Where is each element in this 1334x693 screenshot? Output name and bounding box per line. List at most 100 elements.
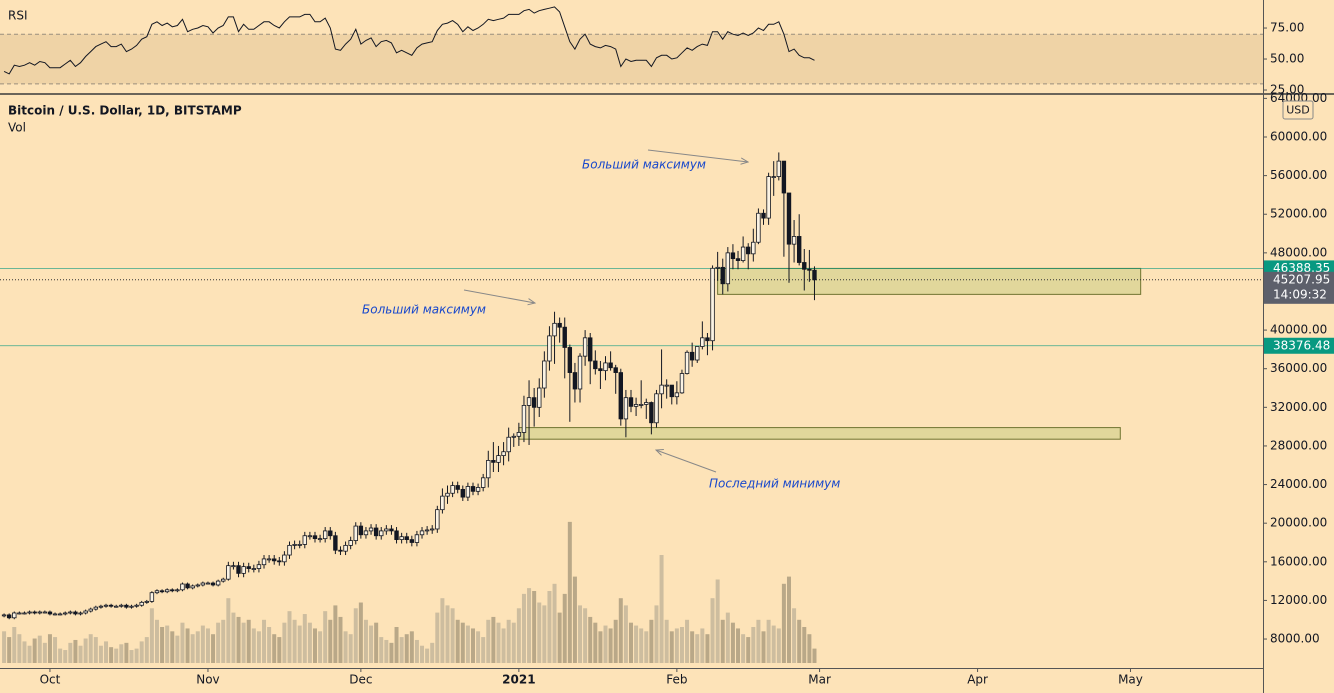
candle-body [730, 252, 736, 260]
volume-bar [644, 631, 649, 663]
candle-body [582, 337, 588, 357]
volume-bar [562, 593, 567, 663]
volume-bar [394, 627, 399, 663]
volume-bar [521, 593, 526, 663]
volume-bar [730, 622, 735, 663]
volume-bar [216, 622, 221, 663]
candle-body [185, 583, 190, 589]
candle-body [159, 590, 165, 593]
volume-bar [27, 645, 32, 663]
candle-body [496, 455, 501, 463]
volume-bar [7, 637, 12, 663]
volume-bar [88, 634, 93, 663]
candle-body [445, 492, 450, 497]
candle-body [231, 565, 236, 568]
volume-bar [771, 625, 776, 663]
volume-bar [501, 628, 506, 663]
volume-bar [761, 631, 766, 663]
volume-bar [73, 639, 78, 663]
volume-bar [807, 634, 812, 663]
candle-body [669, 384, 674, 398]
candle-body [521, 404, 527, 433]
candle-body [557, 322, 562, 328]
volume-bar [221, 619, 226, 663]
candle-body [465, 486, 471, 498]
annotation: Последний минимум [709, 477, 840, 491]
candle-body [256, 564, 262, 569]
candle-body [68, 611, 73, 614]
volume-bar [175, 635, 180, 663]
main-pane [0, 152, 1263, 663]
candle-body [807, 268, 812, 271]
volume-bar [363, 619, 368, 663]
candle-body [480, 477, 486, 488]
y-tick-label: 36000.00 [1270, 361, 1327, 375]
candle-body [338, 549, 343, 552]
candle-body [272, 558, 277, 562]
candle-body [796, 236, 802, 263]
countdown: 14:09:32 [1273, 287, 1327, 301]
volume-bar [236, 616, 241, 663]
volume-bar [343, 631, 348, 663]
volume-bar [476, 631, 481, 663]
currency-badge [1282, 100, 1314, 120]
rsi-tick-label: 50.00 [1270, 52, 1304, 66]
volume-bar [669, 631, 674, 663]
volume-bar [598, 631, 603, 663]
zone [518, 427, 1121, 440]
volume-bar [185, 628, 190, 663]
volume-bar [547, 591, 552, 663]
candle-body [572, 372, 578, 390]
volume-bar [282, 622, 287, 663]
candle-body [644, 402, 649, 405]
last-price-bg [1264, 271, 1334, 304]
volume-bar [98, 645, 103, 663]
volume-bar [623, 605, 628, 663]
candle-body [103, 604, 109, 607]
y-tick-label: 12000.00 [1270, 593, 1327, 607]
volume-bar [450, 608, 455, 663]
candle-body [124, 604, 129, 608]
x-tick-label: Nov [196, 673, 219, 687]
volume-bar [292, 619, 297, 663]
volume-bar [532, 591, 537, 663]
volume-bar [211, 634, 216, 663]
candle-body [108, 604, 114, 607]
volume-bar [552, 583, 557, 663]
volume-bar [144, 637, 149, 663]
volume-bar [2, 631, 7, 663]
candle-body [786, 192, 792, 245]
candle-body [27, 611, 32, 614]
candle-body [282, 554, 287, 563]
candle-body [215, 580, 221, 586]
rsi-pane [0, 6, 1263, 85]
volume-bar [720, 619, 725, 663]
candle-body [246, 566, 251, 569]
x-tick-label: Feb [666, 673, 687, 687]
candle-body [251, 568, 257, 570]
volume-bar [190, 634, 195, 663]
axes: 75.0050.0025.0064000.0060000.0056000.005… [40, 21, 1334, 687]
volume-bar [353, 608, 358, 663]
candle-body [654, 393, 659, 424]
volume-bar [404, 634, 409, 663]
candle-body [516, 432, 522, 437]
volume-bar [17, 634, 22, 663]
volume-bar [690, 631, 695, 663]
candle-body [674, 392, 680, 398]
volume-bar [114, 648, 119, 663]
candle-body [261, 558, 267, 566]
volume-bar [659, 555, 664, 663]
candle-body [720, 266, 725, 285]
volume-bar [246, 619, 251, 663]
candle-body [684, 351, 690, 374]
volume-bar [83, 638, 88, 663]
candle-body [221, 578, 226, 582]
volume-bar [685, 619, 690, 663]
y-tick-label: 40000.00 [1270, 323, 1327, 337]
volume-bar [170, 631, 175, 663]
last-price-label: 45207.95 [1273, 272, 1330, 286]
candle-body [735, 258, 741, 261]
